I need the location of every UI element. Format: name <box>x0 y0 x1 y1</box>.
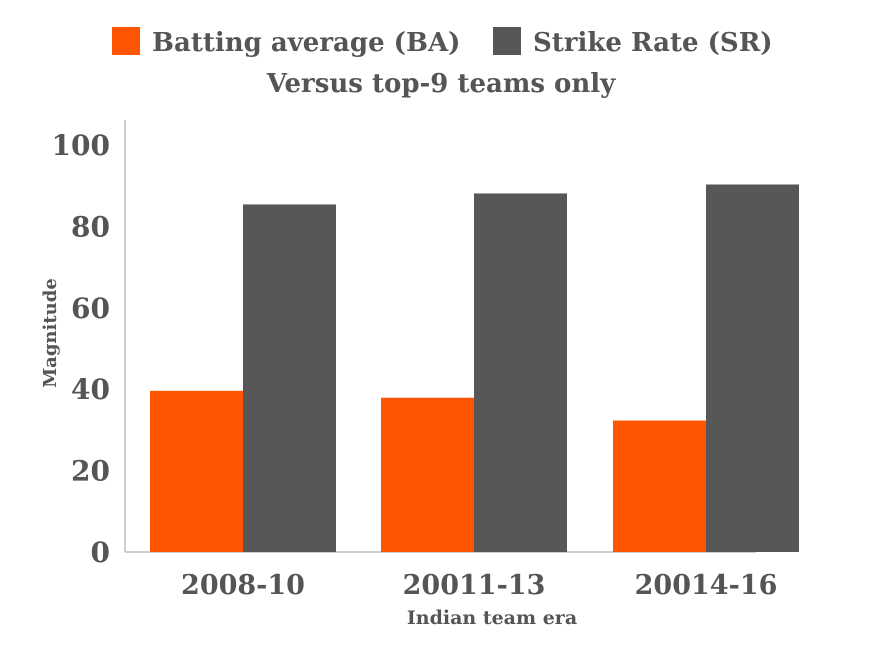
x-tick-label: 20014-16 <box>635 570 778 601</box>
bar-strike-rate-2 <box>474 193 567 553</box>
y-axis-label: Magnitude <box>40 278 61 388</box>
y-tick-label: 20 <box>71 455 110 488</box>
bars <box>150 184 799 553</box>
legend-label-strike-rate: Strike Rate (SR) <box>533 28 773 58</box>
bar-strike-rate-3 <box>706 184 799 552</box>
bar-batting-average-3 <box>613 420 707 552</box>
x-tick-labels: 2008-10 20011-13 20014-16 <box>181 570 777 601</box>
x-tick-label: 20011-13 <box>403 570 546 601</box>
bar-batting-average-1 <box>150 390 244 552</box>
y-tick-label: 100 <box>52 129 110 162</box>
x-axis-label: Indian team era <box>407 607 577 629</box>
chart-title: Versus top-9 teams only <box>266 69 616 99</box>
legend-swatch-batting-average <box>112 27 140 55</box>
legend-label-batting-average: Batting average (BA) <box>152 28 460 58</box>
y-tick-label: 60 <box>71 292 110 325</box>
bar-batting-average-2 <box>381 397 475 552</box>
legend: Batting average (BA) Strike Rate (SR) <box>112 27 773 58</box>
y-tick-label: 40 <box>71 373 110 406</box>
y-tick-label: 80 <box>71 210 110 243</box>
x-tick-label: 2008-10 <box>181 570 305 601</box>
bar-strike-rate-1 <box>243 204 336 552</box>
legend-swatch-strike-rate <box>493 27 521 55</box>
y-tick-labels: 0 20 40 60 80 100 <box>52 129 110 569</box>
y-tick-label: 0 <box>91 536 110 569</box>
